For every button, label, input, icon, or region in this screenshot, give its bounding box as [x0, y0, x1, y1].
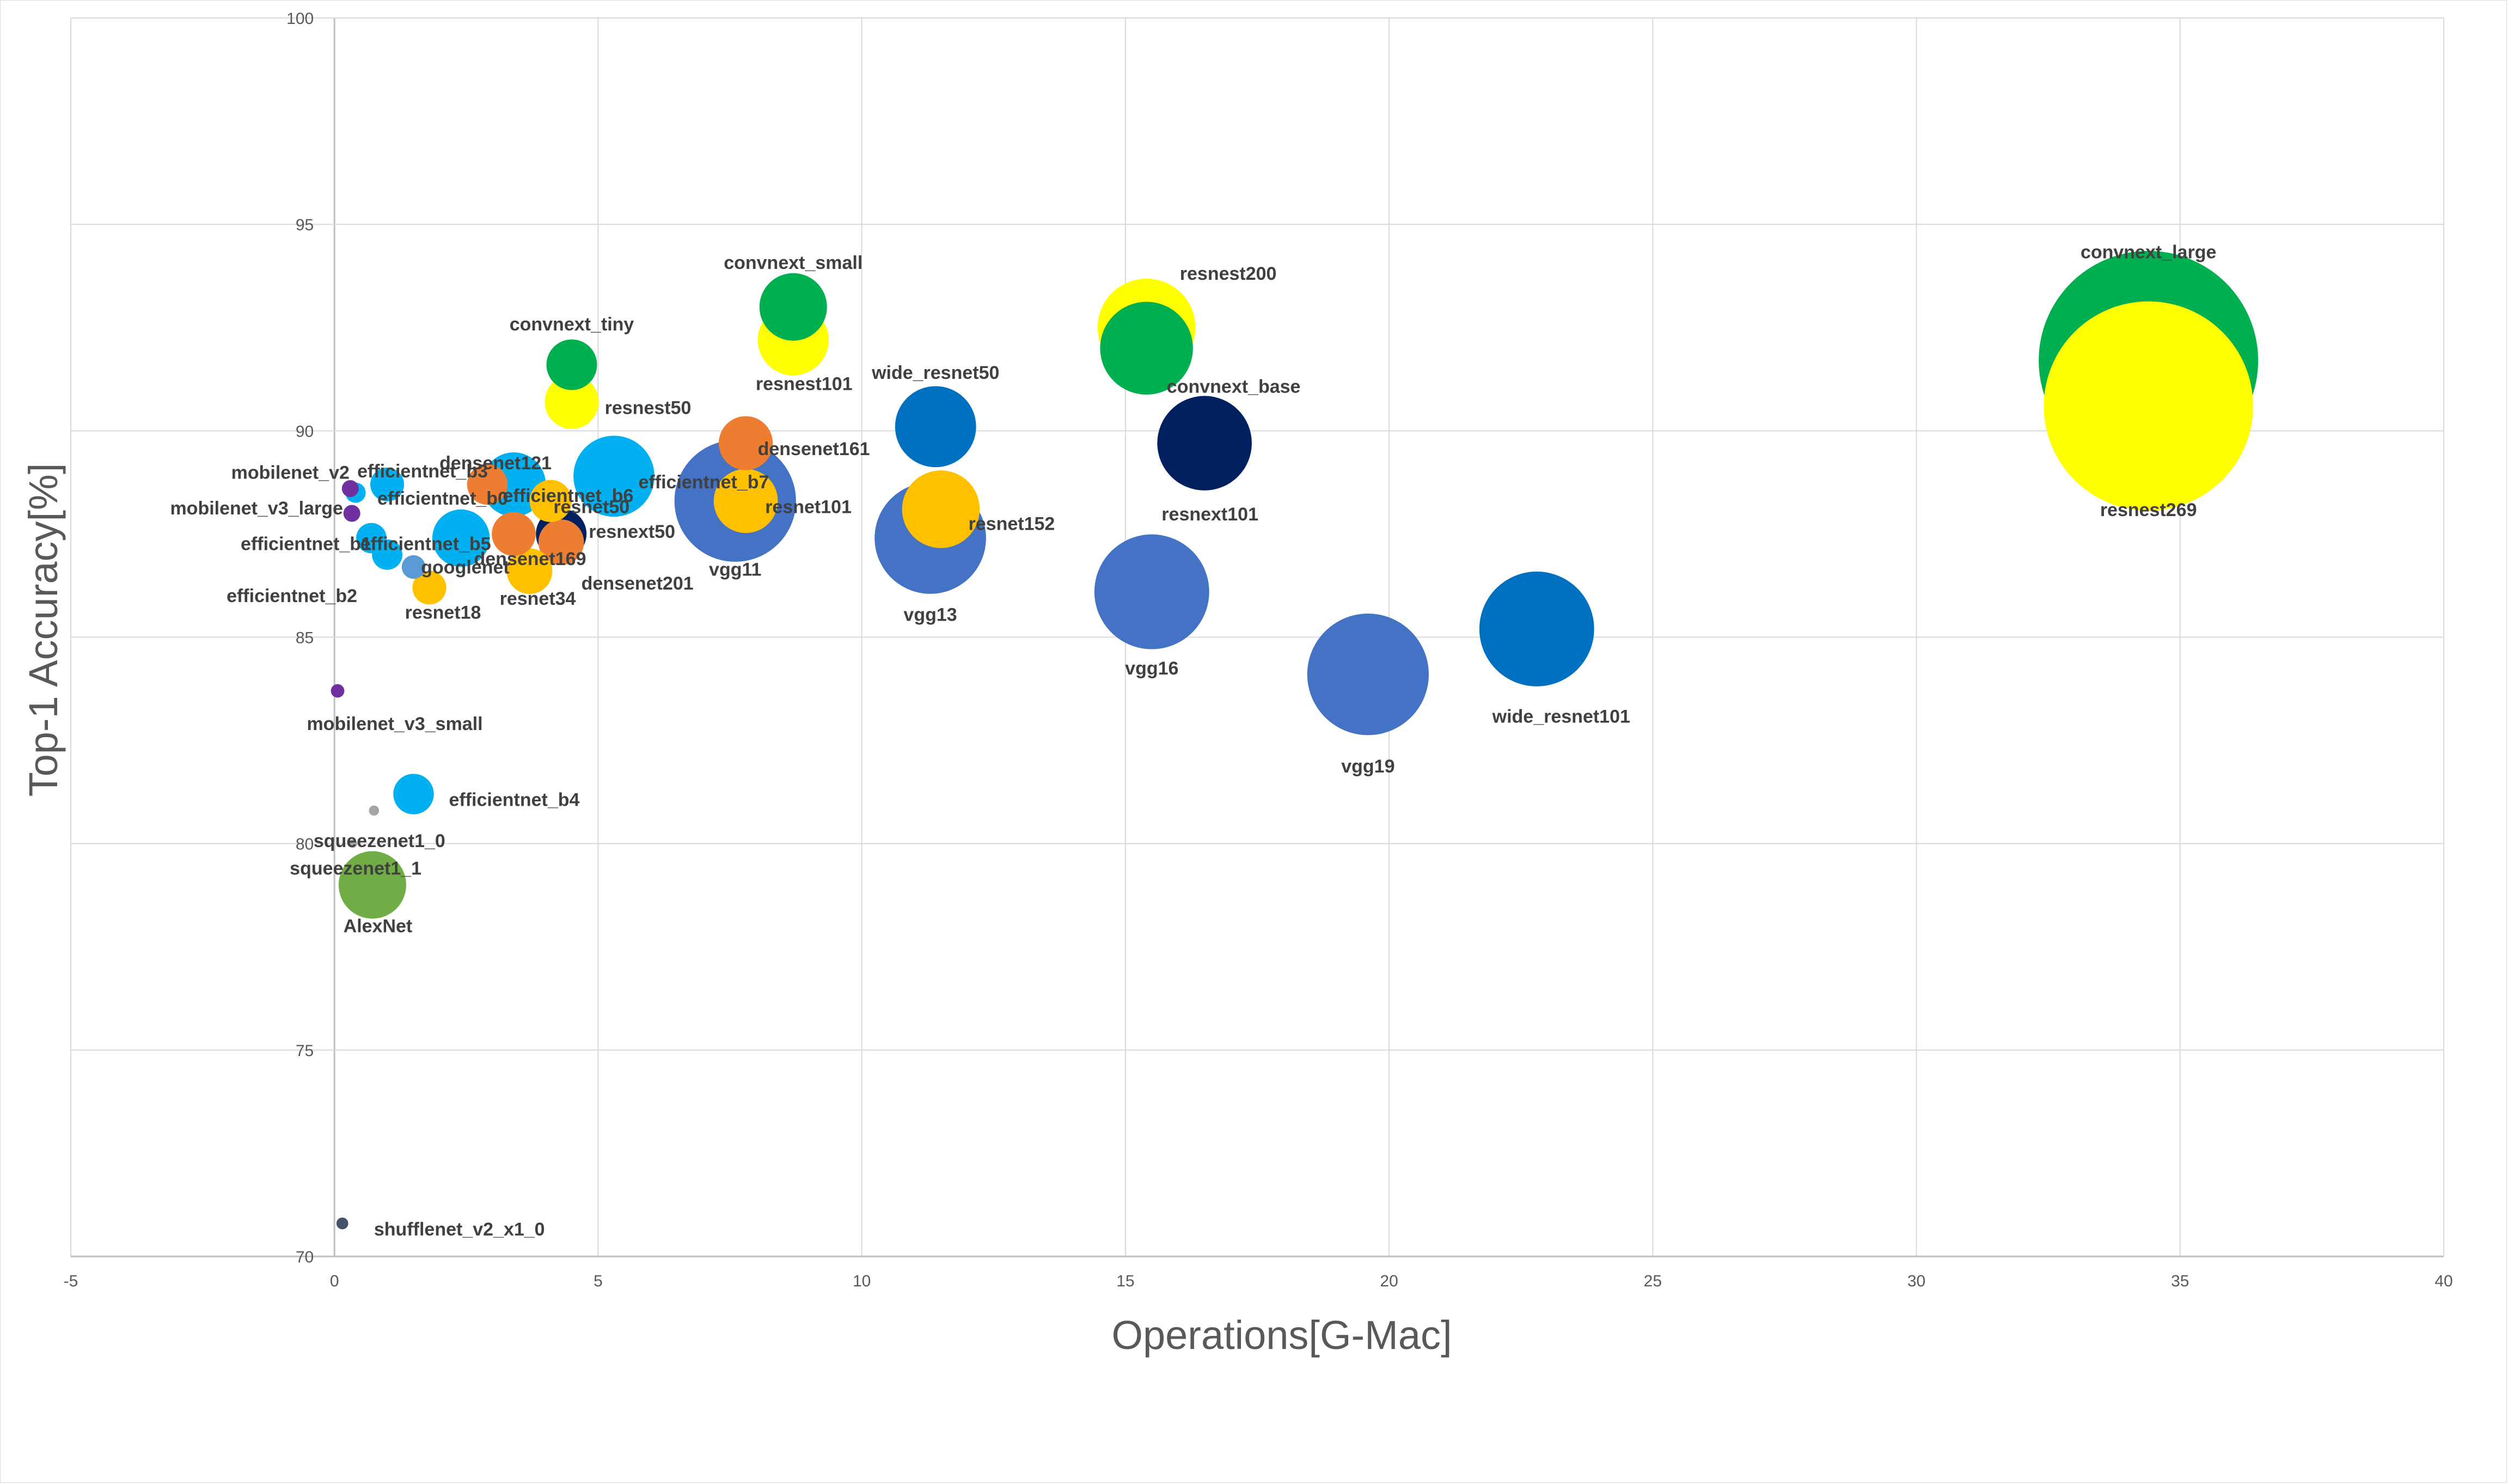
point-label-squeezenet1-0: squeezenet1_0: [314, 831, 445, 851]
x-axis-title: Operations[G-Mac]: [1111, 1313, 1452, 1358]
bubble-densenet161: [719, 416, 773, 470]
point-label-efficientnet-b1: efficientnet_b1: [241, 534, 371, 555]
bubble-densenet201: [538, 519, 584, 565]
bubble-layer: [331, 250, 2259, 1230]
x-tick-label: 15: [1116, 1272, 1134, 1290]
y-tick-label: 85: [296, 629, 314, 647]
point-label-wide-resnet101: wide_resnet101: [1492, 706, 1630, 727]
bubble-mobilenet-v2: [341, 480, 359, 497]
bubble-efficientnet-b3: [370, 467, 405, 501]
x-tick-label: 0: [330, 1272, 339, 1290]
x-tick-label: 20: [1380, 1272, 1398, 1290]
bubble-mobilenet-v3-large: [343, 505, 360, 522]
point-label-resnest50: resnest50: [605, 397, 692, 418]
point-label-efficientnet-b5: efficientnet_b5: [360, 534, 491, 555]
y-tick-label: 100: [286, 10, 314, 28]
point-label-densenet161: densenet161: [758, 439, 870, 459]
point-label-densenet169: densenet169: [474, 549, 586, 569]
bubble-resnext101: [1157, 396, 1252, 490]
point-label-vgg19: vgg19: [1341, 756, 1394, 777]
point-label-convnext-tiny: convnext_tiny: [510, 314, 634, 335]
point-label-convnext-base: convnext_base: [1167, 377, 1301, 397]
bubble-convnext-base: [1100, 302, 1193, 395]
x-tick-label: 30: [1907, 1272, 1925, 1290]
point-label-vgg16: vgg16: [1125, 658, 1178, 679]
point-label-densenet121: densenet121: [439, 453, 552, 474]
point-label-squeezenet1-1: squeezenet1_1: [290, 858, 421, 879]
bubble-resnet152: [902, 470, 980, 548]
point-label-resnest101: resnest101: [756, 374, 853, 395]
point-label-resnext50: resnext50: [589, 522, 675, 542]
point-label-mobilenet-v3-large: mobilenet_v3_large: [170, 498, 342, 519]
bubble-resnet34: [506, 548, 553, 594]
bubble-shufflenet-v2-x1-0: [336, 1217, 348, 1230]
bubble-densenet169: [492, 512, 536, 556]
bubble-resnest50: [545, 375, 599, 429]
point-label-googlenet: googlenet: [421, 557, 509, 578]
y-axis-title: Top-1 Accuracy[%]: [21, 463, 66, 797]
point-label-resnet101: resnet101: [765, 496, 852, 517]
x-tick-label: 10: [853, 1272, 871, 1290]
bubble-resnest269: [2044, 301, 2253, 511]
bubble-squeezenet1-0: [369, 805, 380, 816]
bubble-wide-resnet50: [895, 386, 976, 468]
bubble-vgg16: [1094, 534, 1209, 649]
point-label-alexnet: AlexNet: [344, 916, 413, 937]
bubble-resnet50: [529, 480, 572, 522]
bubble-resnet18: [412, 571, 446, 605]
bubble-wide-resnet101: [1479, 571, 1594, 686]
point-label-resnet18: resnet18: [405, 603, 481, 623]
bubble-resnet101: [713, 469, 778, 533]
point-label-shufflenet-v2-x1-0: shufflenet_v2_x1_0: [374, 1219, 545, 1240]
x-tick-label: 5: [594, 1272, 603, 1290]
y-tick-label: 75: [296, 1042, 314, 1060]
bubble-efficientnet-b2: [372, 539, 402, 570]
y-tick-label: 95: [296, 216, 314, 234]
x-tick-label: 25: [1644, 1272, 1662, 1290]
point-label-efficientnet-b4: efficientnet_b4: [449, 790, 580, 811]
point-label-convnext-small: convnext_small: [724, 253, 862, 273]
point-label-resnext101: resnext101: [1161, 504, 1258, 525]
bubble-efficientnet-b4: [393, 774, 434, 814]
point-label-efficientnet-b0: efficientnet_b0: [377, 488, 508, 509]
y-tick-label: 80: [296, 836, 314, 854]
bubble-efficientnet-b7: [573, 436, 654, 517]
bubble-convnext-tiny: [546, 339, 597, 390]
point-label-vgg13: vgg13: [903, 605, 957, 626]
point-label-efficientnet-b2: efficientnet_b2: [227, 586, 357, 606]
point-label-densenet201: densenet201: [582, 573, 694, 594]
bubble-vgg19: [1307, 614, 1429, 735]
y-tick-label: 70: [296, 1248, 314, 1266]
point-label-resnet34: resnet34: [500, 588, 576, 609]
bubble-convnext-small: [759, 273, 827, 341]
bubble-densenet121: [467, 464, 508, 505]
bubble-efficientnet-b5: [432, 509, 490, 567]
point-label-mobilenet-v3-small: mobilenet_v3_small: [307, 714, 482, 734]
bubble-alexnet: [338, 851, 406, 919]
bubble-squeezenet1-1: [348, 839, 357, 848]
point-label-efficientnet-b6: efficientnet_b6: [503, 486, 634, 506]
point-label-resnest269: resnest269: [2100, 500, 2197, 520]
x-tick-label: 40: [2434, 1272, 2452, 1290]
tick-layer: -5 0 5 10 15 20 25 30 35 40 70 75 80 85 90 95 100: [64, 10, 2453, 1290]
x-tick-label: -5: [64, 1272, 78, 1290]
point-label-efficientnet-b7: efficientnet_b7: [639, 472, 769, 493]
point-label-resnet152: resnet152: [969, 513, 1055, 534]
bubble-mobilenet-v3-small: [331, 684, 345, 698]
point-label-resnest200: resnest200: [1180, 263, 1277, 284]
point-label-wide-resnet50: wide_resnet50: [871, 363, 999, 383]
bubble-googlenet: [401, 555, 426, 579]
label-layer: convnext_large resnest269 resnest200 convne…: [170, 242, 2216, 1240]
point-label-vgg11: vgg11: [709, 559, 761, 580]
point-label-convnext-large: convnext_large: [2081, 242, 2216, 262]
y-tick-label: 90: [296, 422, 314, 440]
grid-layer: [70, 17, 2444, 1258]
point-label-efficientnet-b3: efficientnet_b3: [357, 461, 488, 482]
point-label-mobilenet-v2: mobilenet_v2: [231, 463, 350, 483]
x-tick-label: 35: [2171, 1272, 2189, 1290]
point-label-resnet50: resnet50: [553, 496, 629, 517]
